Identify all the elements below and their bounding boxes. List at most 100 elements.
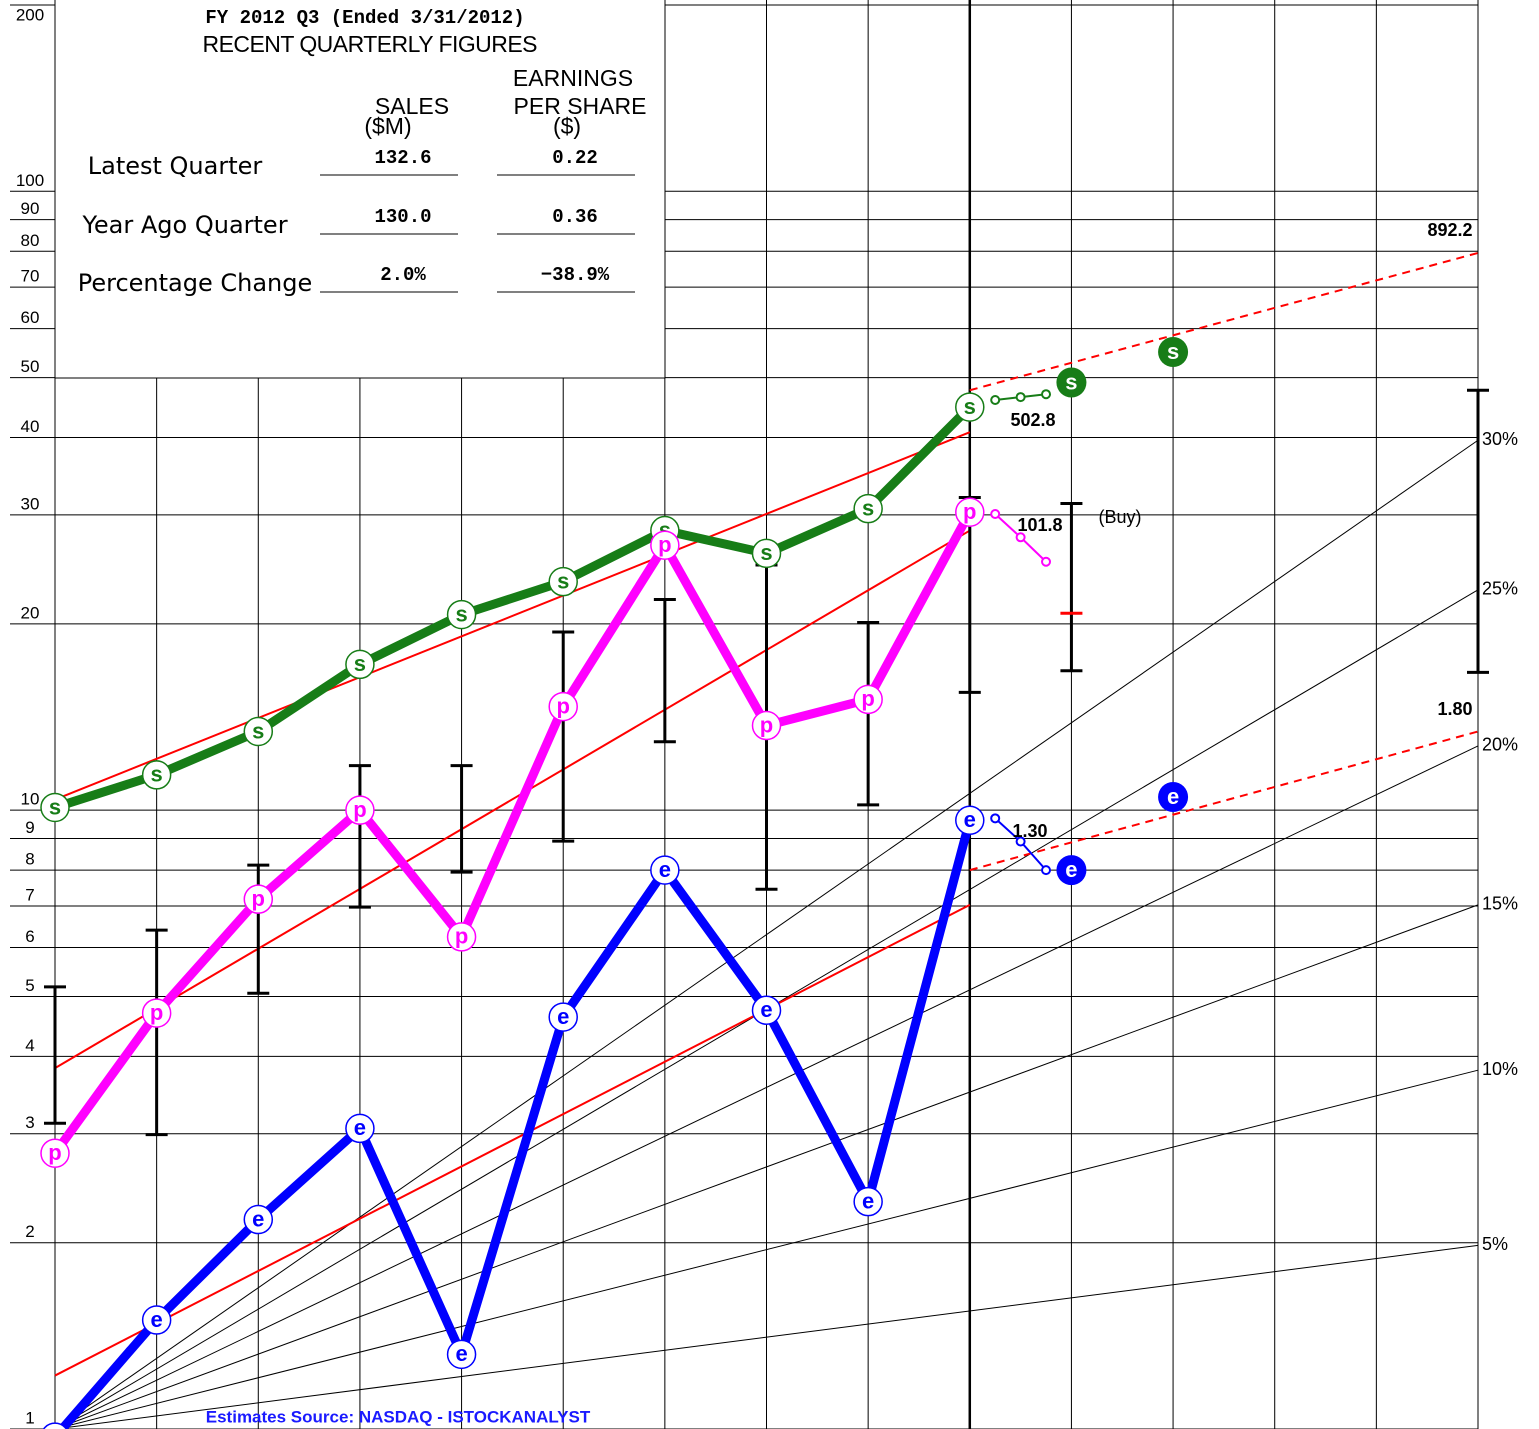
estimate-point [1041, 865, 1052, 876]
plot: 1 2 3 4 5 6 7 8 9 10 20 30 40 50 60 70 80 90 100 200 s s s s s s s… [10, 0, 1489, 1429]
trend-line [54, 529, 971, 1069]
series-line [56, 819, 975, 1429]
data-point [751, 995, 782, 1025]
data-point [955, 392, 985, 422]
estimate-point [990, 813, 1001, 824]
y-tick-label: 60 [21, 308, 40, 327]
data-point [446, 1339, 477, 1370]
estimate-point [990, 394, 1001, 405]
estimate-point [990, 508, 1001, 519]
point-letter: s [557, 568, 569, 593]
y-tick-label: 100 [16, 171, 44, 190]
figures-subtitle: RECENT QUARTERLY FIGURES [203, 31, 538, 57]
growth-label: 10% [1482, 1059, 1518, 1079]
point-letter: s [862, 495, 874, 520]
column-header: EARNINGS [513, 65, 633, 91]
estimate-point [1041, 389, 1052, 400]
point-letter: p [150, 1000, 163, 1025]
annotation: 101.8 [1017, 515, 1062, 535]
data-point [446, 599, 477, 630]
point-letter: e [252, 1206, 264, 1231]
point-letter: p [455, 924, 468, 949]
point-letter: s [151, 762, 163, 787]
data-point [345, 649, 375, 680]
forecast-point [1056, 855, 1087, 886]
y-tick-label: 10 [21, 790, 40, 809]
growth-line [54, 439, 1479, 1429]
row-label: Year Ago Quarter [81, 211, 287, 239]
forecast-letter: e [1167, 784, 1179, 809]
point-letter: p [48, 1140, 61, 1165]
data-point [853, 493, 883, 524]
y-tick-label: 90 [21, 199, 40, 218]
column-header: ($) [553, 113, 581, 139]
point-letter: e [964, 807, 976, 832]
point-letter: s [49, 794, 61, 819]
y-tick-label: 200 [16, 5, 44, 24]
forecast-point [1158, 782, 1189, 813]
data-point [446, 922, 477, 952]
data-point [650, 855, 680, 885]
y-tick-label: 6 [25, 927, 34, 946]
data-point [40, 1138, 70, 1168]
y-tick-label: 80 [21, 231, 40, 250]
point-letter: p [658, 532, 671, 557]
forecast-letter: s [1167, 339, 1179, 364]
point-letter: e [354, 1115, 366, 1140]
growth-line [54, 1244, 1479, 1429]
point-letter: p [963, 499, 976, 524]
estimate-point [1015, 532, 1026, 543]
annotation: (Buy) [1098, 507, 1141, 527]
column-header: ($M) [364, 113, 411, 139]
growth-label: 15% [1482, 894, 1518, 914]
column-header: SALES [375, 93, 449, 119]
point-letter: p [252, 886, 265, 911]
forecast-point [1158, 336, 1189, 367]
point-letter: e [557, 1004, 569, 1029]
figures-box [54, 0, 666, 379]
data-point [141, 998, 172, 1028]
data-point [42, 1422, 68, 1429]
row-value: 132.6 [374, 147, 431, 169]
estimate-point [1015, 836, 1026, 847]
data-point [141, 1305, 172, 1335]
y-tick-label: 8 [25, 850, 34, 869]
data-point [751, 538, 782, 569]
data-point [40, 792, 70, 823]
forecast-letter: e [1065, 857, 1077, 882]
point-letter: e [659, 857, 671, 882]
estimate-point [1041, 556, 1052, 567]
row-value: 0.22 [552, 147, 598, 169]
trend-line [969, 251, 1479, 392]
point-letter: e [862, 1188, 874, 1213]
y-tick-label: 70 [21, 267, 40, 286]
data-point [243, 1204, 274, 1235]
series-line [51, 510, 974, 1156]
data-point [243, 716, 274, 747]
annotation: 1.30 [1012, 821, 1047, 841]
point-letter: s [354, 651, 366, 676]
y-tick-label: 3 [25, 1113, 34, 1132]
data-point [853, 1186, 883, 1217]
y-tick-label: 30 [21, 494, 40, 513]
growth-label: 30% [1482, 429, 1518, 449]
annotation: 892.2 [1427, 220, 1472, 240]
y-tick-label: 7 [25, 885, 34, 904]
data-point [853, 684, 883, 715]
point-letter: p [760, 712, 773, 737]
y-tick-label: 20 [21, 603, 40, 622]
data-point [751, 710, 782, 741]
data-point [548, 1002, 578, 1032]
data-point [955, 805, 985, 836]
point-letter: e [151, 1307, 163, 1332]
data-point [243, 884, 274, 914]
point-letter: p [556, 693, 569, 718]
point-letter: p [353, 797, 366, 822]
y-tick-label: 9 [25, 818, 34, 837]
data-point [548, 566, 578, 597]
trend-line [54, 903, 971, 1377]
forecast-point [1056, 367, 1087, 398]
forecast-letter: s [1065, 369, 1077, 394]
point-letter: s [964, 394, 976, 419]
